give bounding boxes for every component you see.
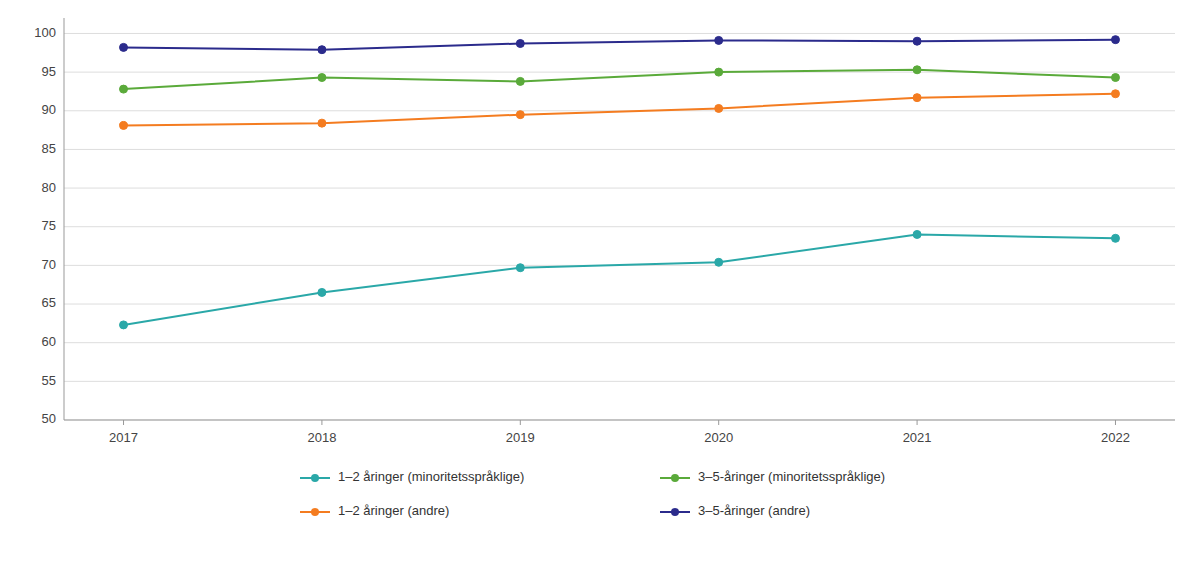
x-tick-label: 2018 xyxy=(307,430,336,445)
y-tick-label: 90 xyxy=(42,102,56,117)
series xyxy=(120,230,1120,328)
x-tick xyxy=(520,420,521,425)
grid-line xyxy=(64,304,1175,305)
point xyxy=(1111,90,1119,98)
point xyxy=(715,36,723,44)
point xyxy=(318,46,326,54)
point xyxy=(318,119,326,127)
x-tick xyxy=(1115,420,1116,425)
legend-label: 1–2 åringer (minoritetsspråklige) xyxy=(338,469,524,484)
point xyxy=(516,264,524,272)
point xyxy=(1111,234,1119,242)
x-tick xyxy=(321,420,322,425)
grid-line xyxy=(64,420,1175,421)
series-line xyxy=(124,70,1116,89)
y-tick-label: 70 xyxy=(42,257,56,272)
y-axis-line xyxy=(64,18,65,420)
point xyxy=(715,68,723,76)
series-line xyxy=(124,234,1116,324)
point xyxy=(913,94,921,102)
x-tick-label: 2022 xyxy=(1101,430,1130,445)
legend-label: 3–5-åringer (minoritetsspråklige) xyxy=(698,469,885,484)
legend-marker xyxy=(311,508,319,516)
point xyxy=(1111,36,1119,44)
point xyxy=(913,66,921,74)
point xyxy=(120,85,128,93)
point xyxy=(120,43,128,51)
y-axis: 50 55 60 65 70 75 80 85 90 95 100 xyxy=(34,25,1175,427)
x-tick xyxy=(123,420,124,425)
y-tick-label: 80 xyxy=(42,180,56,195)
plot-area xyxy=(120,36,1120,329)
point xyxy=(120,321,128,329)
legend-item: 3–5-åringer (andre) xyxy=(660,503,810,518)
point xyxy=(516,77,524,85)
legend-label: 1–2 åringer (andre) xyxy=(338,503,449,518)
point xyxy=(516,111,524,119)
point xyxy=(120,121,128,129)
y-tick-label: 50 xyxy=(42,411,56,426)
legend-item: 1–2 åringer (andre) xyxy=(300,503,449,518)
point xyxy=(1111,74,1119,82)
grid-line xyxy=(64,188,1175,189)
x-tick xyxy=(917,420,918,425)
point xyxy=(913,230,921,238)
series-line xyxy=(124,40,1116,50)
y-tick-label: 85 xyxy=(42,141,56,156)
legend-item: 3–5-åringer (minoritetsspråklige) xyxy=(660,469,885,484)
y-tick-label: 75 xyxy=(42,218,56,233)
point xyxy=(516,40,524,48)
y-tick-label: 60 xyxy=(42,334,56,349)
x-tick-label: 2020 xyxy=(704,430,733,445)
y-tick-label: 55 xyxy=(42,373,56,388)
x-tick xyxy=(718,420,719,425)
series-line xyxy=(124,94,1116,126)
point xyxy=(318,288,326,296)
grid-line xyxy=(64,381,1175,382)
legend: 1–2 åringer (minoritetsspråklige) 3–5-åri… xyxy=(300,469,885,518)
x-axis-line xyxy=(64,420,1175,421)
x-axis: 2017 2018 2019 2020 2021 2022 xyxy=(109,420,1130,445)
series xyxy=(120,90,1120,130)
x-tick-label: 2021 xyxy=(903,430,932,445)
legend-label: 3–5-åringer (andre) xyxy=(698,503,810,518)
y-tick-label: 65 xyxy=(42,295,56,310)
point xyxy=(715,258,723,266)
point xyxy=(318,74,326,82)
x-tick-label: 2017 xyxy=(109,430,138,445)
series xyxy=(120,66,1120,93)
legend-marker xyxy=(671,474,679,482)
x-tick-label: 2019 xyxy=(506,430,535,445)
legend-marker xyxy=(311,474,319,482)
legend-item: 1–2 åringer (minoritetsspråklige) xyxy=(300,469,524,484)
grid-line xyxy=(64,342,1175,343)
grid-line xyxy=(64,149,1175,150)
point xyxy=(715,104,723,112)
y-tick-label: 95 xyxy=(42,64,56,79)
point xyxy=(913,37,921,45)
grid-line xyxy=(64,33,1175,34)
chart: 5055606570758085909510020172018201920202… xyxy=(0,0,1200,567)
series xyxy=(120,36,1120,54)
y-tick-label: 100 xyxy=(34,25,56,40)
legend-marker xyxy=(671,508,679,516)
grid-line xyxy=(64,226,1175,227)
